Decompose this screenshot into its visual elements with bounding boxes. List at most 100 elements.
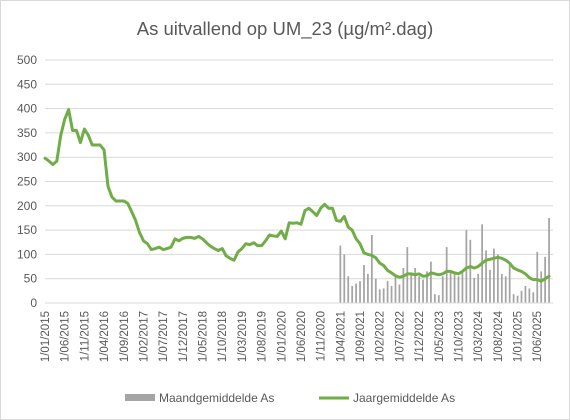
bar (548, 217, 550, 303)
y-tick-label: 450 (17, 77, 37, 91)
bar (493, 248, 495, 303)
x-tick-label: 1/01/2025 (513, 311, 525, 362)
bar (445, 247, 448, 303)
x-tick-label: 1/12/2022 (414, 311, 426, 362)
bar (485, 250, 487, 303)
bar (351, 285, 354, 303)
x-tick-label: 1/11/2020 (316, 311, 328, 361)
x-tick-label: 1/08/2019 (257, 311, 269, 362)
y-axis: 0 50 100 150 200 250 300 350 400 450 500 (17, 53, 37, 310)
bar (469, 239, 472, 303)
bar (496, 254, 499, 303)
x-tick-label: 1/02/2017 (138, 311, 150, 362)
x-tick-label: 1/07/2022 (394, 311, 406, 362)
x-tick-label: 1/03/2024 (473, 310, 485, 362)
bar (508, 264, 511, 303)
y-tick-label: 250 (17, 175, 37, 189)
bar (516, 295, 519, 303)
bar (457, 276, 460, 303)
bar (339, 245, 342, 303)
bar (394, 276, 397, 303)
x-tick-label: 1/09/2021 (355, 311, 367, 362)
bar (418, 276, 420, 303)
x-tick-label: 1/03/2019 (237, 311, 249, 362)
bar (359, 281, 361, 303)
bar (386, 281, 389, 303)
bar (422, 279, 424, 303)
bar (410, 273, 413, 303)
x-tick-label: 1/01/2015 (40, 311, 52, 362)
bar (461, 271, 464, 303)
series-line (43, 108, 551, 283)
bar (343, 254, 346, 303)
bar (453, 273, 456, 303)
bar (414, 268, 417, 303)
bar (378, 289, 381, 303)
bar (363, 265, 365, 303)
bar (347, 276, 350, 303)
x-axis: 1/01/2015 1/06/2015 1/11/2015 1/04/2016 1/09… (40, 302, 553, 362)
x-tick-label: 1/02/2022 (375, 311, 387, 362)
line-series (43, 108, 551, 283)
bar (540, 271, 543, 303)
bar (477, 273, 480, 303)
x-tick-label: 1/06/2015 (60, 311, 72, 362)
x-tick-label: 1/11/2015 (79, 311, 91, 361)
y-tick-label: 150 (17, 223, 37, 237)
chart-title: As uitvallend op UM_23 (µg/m².dag) (137, 18, 434, 40)
y-tick-label: 50 (24, 272, 38, 286)
bar (367, 273, 369, 303)
bar (441, 276, 444, 303)
x-tick-label: 1/10/2018 (217, 311, 229, 362)
x-tick-label: 1/04/2021 (335, 311, 347, 362)
y-tick-label: 350 (17, 126, 37, 140)
y-tick-label: 0 (30, 296, 37, 310)
x-tick-label: 1/06/2020 (296, 311, 308, 362)
bar (536, 251, 539, 303)
x-tick-label: 1/05/2023 (434, 311, 446, 362)
bar (532, 292, 535, 303)
legend-label-line: Jaargemiddelde As (353, 391, 455, 405)
bar (500, 273, 503, 303)
bar (382, 288, 385, 303)
legend: Maandgemiddelde As Jaargemiddelde As (125, 391, 455, 405)
y-tick-label: 200 (17, 199, 37, 213)
bar (390, 285, 393, 303)
bar (437, 295, 440, 303)
x-tick-label: 1/04/2016 (99, 311, 111, 362)
y-tick-label: 400 (17, 102, 37, 116)
x-tick-label: 1/01/2020 (276, 311, 288, 362)
legend-label-bar: Maandgemiddelde As (159, 391, 274, 405)
y-tick-label: 100 (17, 247, 37, 261)
legend-swatch-bar (125, 394, 155, 401)
bar (528, 288, 531, 303)
bar (374, 278, 377, 303)
x-tick-label: 1/07/2017 (158, 311, 170, 362)
x-tick-label: 1/09/2016 (119, 311, 131, 362)
bar (512, 294, 515, 303)
x-tick-label: 1/12/2017 (178, 311, 190, 362)
bar (398, 284, 401, 303)
bar (370, 234, 373, 303)
bar-series (339, 217, 550, 303)
bar (473, 277, 476, 303)
x-tick-label: 1/06/2025 (532, 311, 544, 362)
bar (426, 271, 428, 303)
x-tick-label: 1/08/2024 (493, 310, 505, 362)
bar (489, 269, 491, 303)
y-tick-label: 500 (17, 53, 37, 67)
bar (504, 276, 507, 303)
bar (520, 290, 523, 303)
bar (524, 285, 527, 303)
x-tick-label: 1/10/2023 (454, 311, 466, 362)
bar (402, 268, 405, 303)
gridlines (45, 59, 553, 280)
bar (430, 261, 432, 303)
bar (449, 271, 452, 303)
bar (433, 294, 436, 303)
y-tick-label: 300 (17, 150, 37, 164)
x-tick-label: 1/05/2018 (198, 311, 210, 362)
bar (355, 283, 357, 303)
